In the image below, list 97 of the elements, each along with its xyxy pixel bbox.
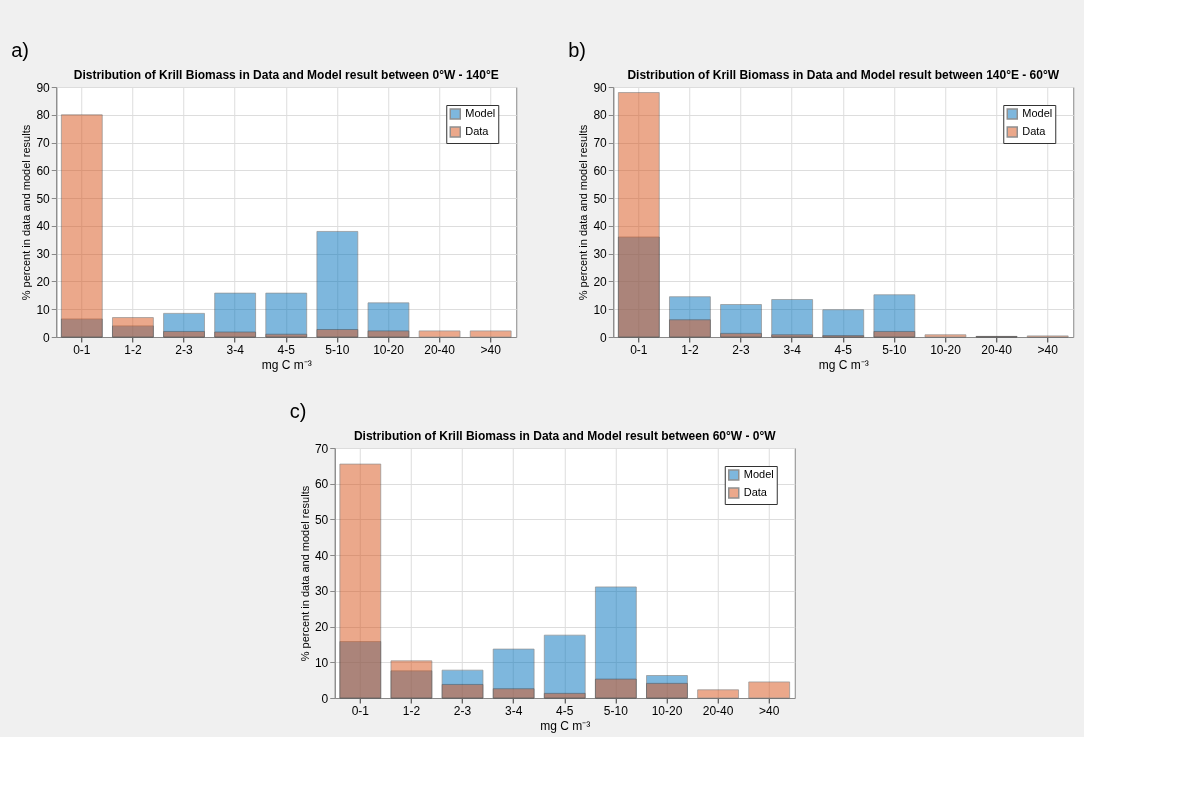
bar bbox=[265, 333, 308, 338]
x-tick-label: >40 bbox=[480, 342, 502, 357]
x-tick-label: 3-4 bbox=[783, 342, 802, 357]
x-tick-label: 0-1 bbox=[73, 342, 91, 357]
bar bbox=[492, 688, 535, 699]
y-axis-title: % percent in data and model results bbox=[577, 124, 590, 301]
x-tick-label: 1-2 bbox=[124, 342, 142, 357]
bar bbox=[390, 660, 433, 699]
bar bbox=[469, 330, 512, 338]
bar bbox=[61, 114, 103, 338]
y-tick-label: 0 bbox=[43, 330, 51, 345]
y-tick-label: 10 bbox=[593, 302, 608, 317]
y-tick-label: 40 bbox=[593, 219, 608, 234]
x-tick-label: 10-20 bbox=[651, 703, 683, 718]
y-tick-label: 80 bbox=[593, 108, 608, 123]
y-tick-label: 0 bbox=[600, 330, 608, 345]
bar bbox=[543, 693, 586, 699]
x-tick-label: 20-40 bbox=[424, 342, 456, 357]
bar bbox=[720, 333, 762, 338]
x-axis-title: mg C m⁻³ bbox=[818, 357, 869, 372]
x-tick-label: 0-1 bbox=[351, 703, 370, 718]
y-tick-label: 20 bbox=[593, 274, 608, 289]
y-tick-label: 20 bbox=[36, 274, 51, 289]
bar bbox=[418, 330, 461, 338]
y-tick-label: 20 bbox=[314, 620, 329, 635]
x-tick-label: >40 bbox=[1037, 342, 1059, 357]
x-tick-label: 4-5 bbox=[834, 342, 853, 357]
bar bbox=[771, 334, 813, 338]
text: a) bbox=[11, 39, 30, 61]
legend-label: Data bbox=[743, 486, 768, 498]
chart-title: Distribution of Krill Biomass in Data and Model result between 60°W - 0°W bbox=[353, 429, 777, 443]
x-tick-label: 4-5 bbox=[277, 342, 296, 357]
x-tick-label: 10-20 bbox=[373, 342, 405, 357]
chart-title: Distribution of Krill Biomass in Data and Model result between 140°E - 60°W bbox=[627, 68, 1060, 82]
y-tick-label: 50 bbox=[314, 512, 329, 527]
x-tick-label: 5-10 bbox=[882, 342, 907, 357]
y-tick-label: 40 bbox=[314, 548, 329, 563]
legend-label: Data bbox=[465, 125, 490, 137]
y-tick-label: 40 bbox=[36, 219, 51, 234]
x-tick-label: 2-3 bbox=[732, 342, 751, 357]
y-tick-label: 50 bbox=[593, 191, 608, 206]
chart-title: Distribution of Krill Biomass in Data and Model result between 0°W - 140°E bbox=[73, 68, 499, 82]
y-tick-label: 90 bbox=[593, 80, 608, 95]
y-tick-label: 70 bbox=[314, 441, 329, 456]
y-tick-label: 30 bbox=[36, 247, 51, 262]
y-tick-label: 10 bbox=[314, 655, 329, 670]
legend-label: Model bbox=[465, 107, 496, 119]
y-tick-label: 10 bbox=[36, 302, 51, 317]
y-tick-label: 70 bbox=[593, 136, 608, 151]
y-axis-title: % percent in data and model results bbox=[20, 124, 33, 301]
bar bbox=[441, 684, 484, 699]
x-tick-label: 0-1 bbox=[630, 342, 648, 357]
x-tick-label: 20-40 bbox=[702, 703, 734, 718]
y-tick-label: 30 bbox=[593, 247, 608, 262]
bar bbox=[618, 92, 660, 338]
bar bbox=[697, 689, 739, 699]
y-tick-label: 90 bbox=[36, 80, 51, 95]
bar bbox=[163, 331, 205, 338]
bar bbox=[339, 463, 382, 699]
x-tick-label: 3-4 bbox=[226, 342, 245, 357]
x-tick-label: 10-20 bbox=[930, 342, 962, 357]
x-tick-label: 20-40 bbox=[981, 342, 1013, 357]
bar bbox=[316, 329, 359, 338]
y-tick-label: 60 bbox=[36, 163, 51, 178]
bar bbox=[595, 678, 637, 699]
bar bbox=[748, 681, 790, 699]
y-tick-label: 80 bbox=[36, 108, 51, 123]
bar bbox=[112, 317, 154, 338]
x-tick-label: 2-3 bbox=[175, 342, 194, 357]
x-axis-title: mg C m⁻³ bbox=[261, 357, 312, 372]
y-tick-label: 50 bbox=[36, 191, 51, 206]
bar bbox=[924, 334, 967, 338]
bar bbox=[822, 309, 865, 338]
y-tick-label: 0 bbox=[321, 691, 329, 706]
x-tick-label: 2-3 bbox=[453, 703, 472, 718]
x-tick-label: 1-2 bbox=[681, 342, 699, 357]
legend-label: Model bbox=[1022, 107, 1053, 119]
y-tick-label: 70 bbox=[36, 136, 51, 151]
x-axis-title: mg C m⁻³ bbox=[540, 718, 591, 733]
text: b) bbox=[568, 39, 587, 61]
y-tick-label: 60 bbox=[314, 477, 329, 492]
x-tick-label: 1-2 bbox=[402, 703, 421, 718]
x-tick-label: 3-4 bbox=[504, 703, 523, 718]
bar bbox=[214, 331, 256, 338]
legend-label: Data bbox=[1022, 125, 1047, 137]
y-tick-label: 30 bbox=[314, 584, 329, 599]
y-axis-title: % percent in data and model results bbox=[298, 485, 311, 662]
bar bbox=[873, 331, 916, 338]
bar bbox=[367, 330, 410, 338]
x-tick-label: 5-10 bbox=[603, 703, 629, 718]
bar bbox=[669, 319, 711, 338]
legend-label: Model bbox=[743, 468, 774, 480]
text: c) bbox=[289, 400, 307, 422]
x-tick-label: 4-5 bbox=[556, 703, 574, 718]
x-tick-label: >40 bbox=[759, 703, 780, 718]
y-tick-label: 60 bbox=[593, 163, 608, 178]
x-tick-label: 5-10 bbox=[325, 342, 350, 357]
